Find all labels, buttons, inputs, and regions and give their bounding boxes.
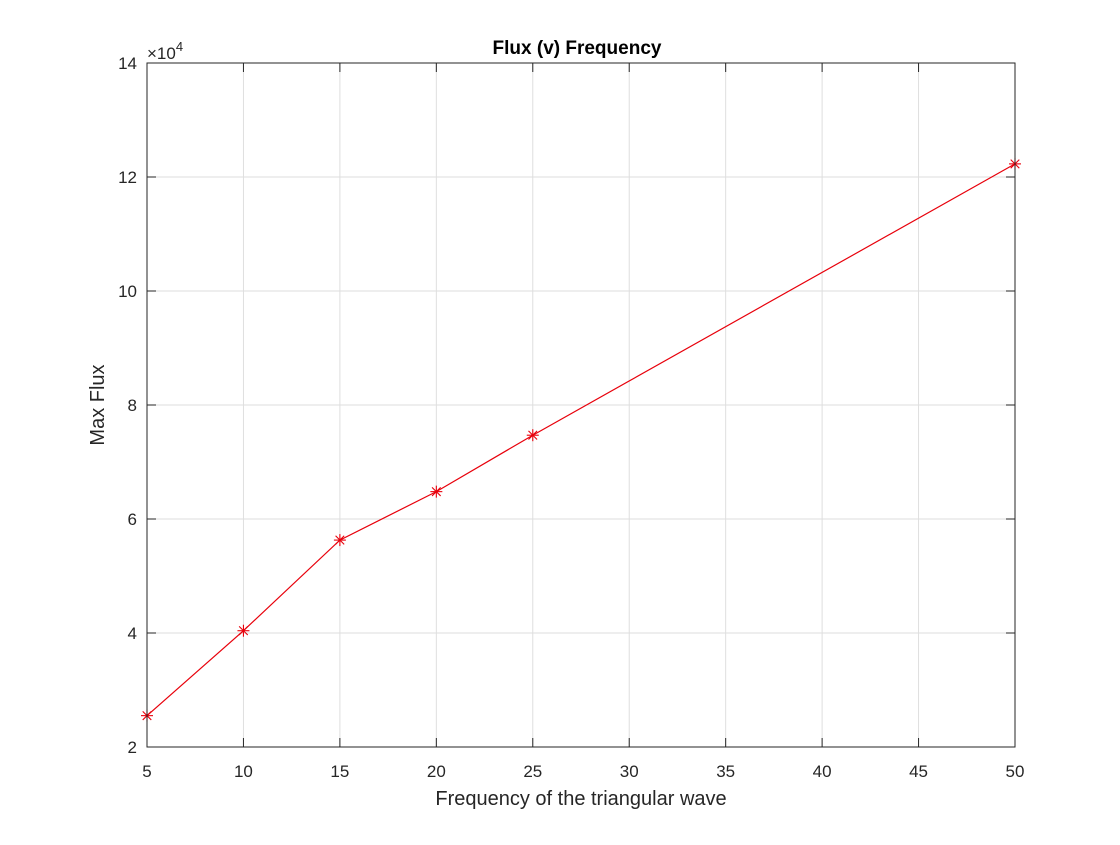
x-tick-label: 10: [234, 762, 253, 781]
y-tick-label: 10: [118, 282, 137, 301]
series-layer: [141, 157, 1021, 722]
x-tick-label: 35: [716, 762, 735, 781]
x-axis-title: Frequency of the triangular wave: [435, 788, 726, 810]
x-tick-label: 15: [330, 762, 349, 781]
data-point-marker: [430, 485, 443, 498]
y-axis-title: Max Flux: [87, 364, 109, 445]
y-tick-label: 4: [128, 624, 137, 643]
chart-title: Flux (v) Frequency: [493, 38, 662, 59]
data-point-marker: [333, 534, 346, 547]
tick-layer: 5 10 15 20 25 30 35 40 45 50 2 4 6 8 10 12 14: [118, 54, 1024, 781]
x-tick-label: 30: [620, 762, 639, 781]
x-tick-label: 50: [1006, 762, 1025, 781]
x-tick-label: 40: [813, 762, 832, 781]
x-tick-label: 45: [909, 762, 928, 781]
x-tick-label: 5: [142, 762, 151, 781]
series-line: [146, 163, 1016, 717]
y-exponent-power: 4: [176, 39, 183, 54]
grid-layer: [146, 62, 1016, 748]
data-point-marker: [237, 624, 250, 637]
y-tick-label: 6: [128, 510, 137, 529]
x-tick-label: 25: [523, 762, 542, 781]
y-exponent-label: ×104: [147, 39, 183, 63]
y-tick-label: 12: [118, 168, 137, 187]
y-tick-label: 14: [118, 54, 137, 73]
y-tick-label: 8: [128, 396, 137, 415]
y-tick-label: 2: [128, 738, 137, 757]
x-tick-label: 20: [427, 762, 446, 781]
y-exponent-base: ×10: [147, 44, 176, 63]
data-point-marker: [526, 429, 539, 442]
